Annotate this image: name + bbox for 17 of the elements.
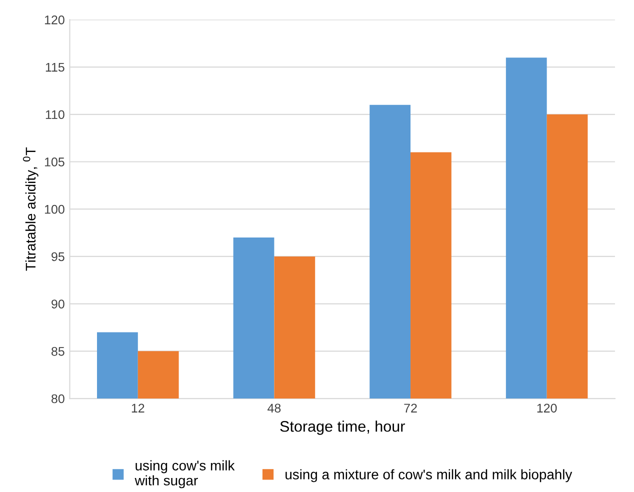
x-tick-label: 48 [268,404,281,413]
y-tick-label: 100 [44,204,64,214]
y-tick-label: 95 [52,252,64,262]
x-axis-title: Storage time, hour [280,420,405,435]
y-tick-label: 110 [46,110,64,120]
y-tick-label: 80 [52,394,64,404]
legend-label: using cow's milk with sugar [134,460,235,488]
y-tick-label: 120 [44,15,64,24]
legend-label: using a mixture of cow's milk and milk biopahly [286,469,572,482]
y-tick-label: 85 [52,346,64,356]
x-tick-label: 72 [404,404,417,412]
y-tick-label: 90 [52,300,64,308]
x-tick-label: 120 [537,404,557,413]
y-axis-title: Titratable acidity, $^{0}$T [22,147,38,271]
y-tick-label: 105 [44,158,64,166]
x-tick-label: 12 [132,404,144,412]
y-tick-label: 115 [46,62,64,72]
